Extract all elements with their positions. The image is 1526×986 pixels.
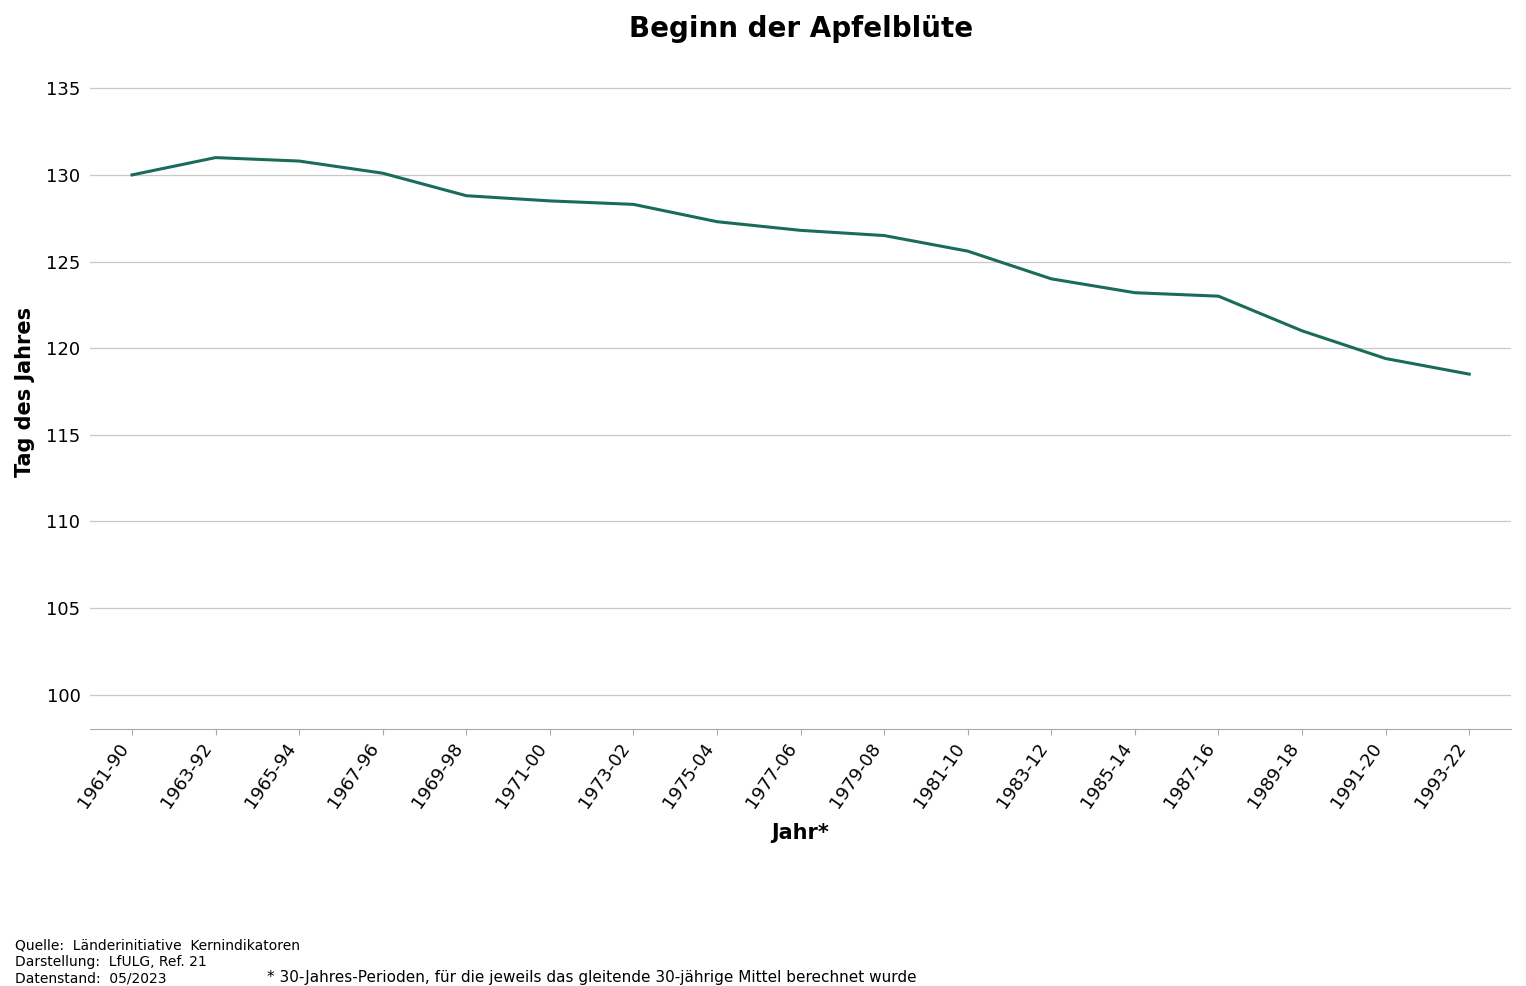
X-axis label: Jahr*: Jahr* (772, 823, 830, 843)
Text: * 30-Jahres-Perioden, für die jeweils das gleitende 30-jährige Mittel berechnet : * 30-Jahres-Perioden, für die jeweils da… (267, 970, 917, 985)
Title: Beginn der Apfelblüte: Beginn der Apfelblüte (629, 15, 972, 43)
Text: Quelle:  Länderinitiative  Kernindikatoren
Darstellung:  LfULG, Ref. 21
Datensta: Quelle: Länderinitiative Kernindikatoren… (15, 939, 301, 985)
Y-axis label: Tag des Jahres: Tag des Jahres (15, 307, 35, 476)
